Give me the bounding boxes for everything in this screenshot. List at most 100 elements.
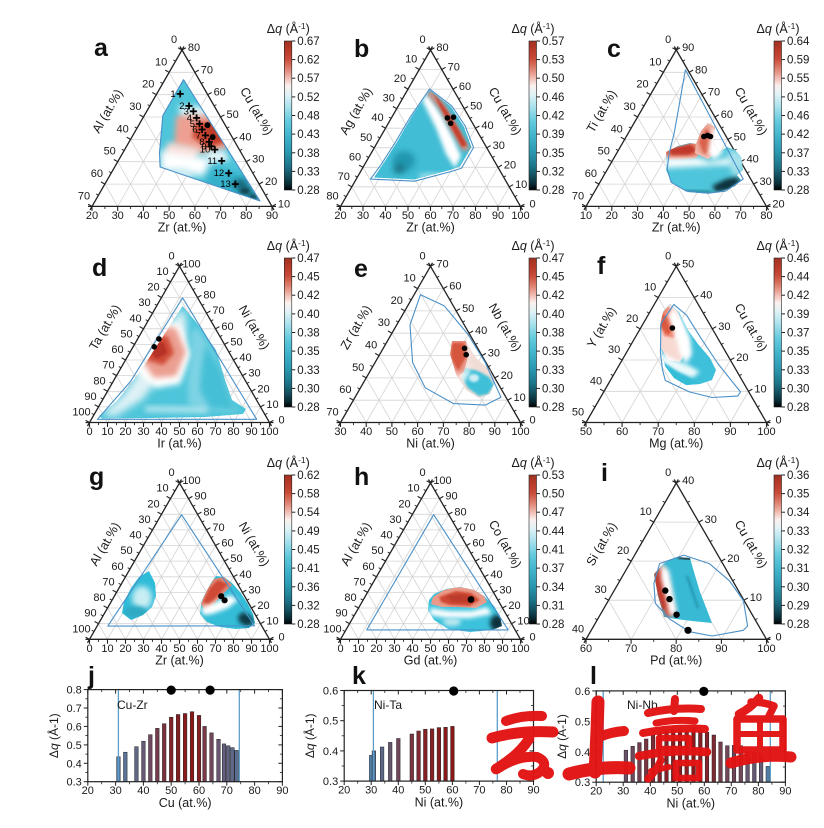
svg-text:40: 40 bbox=[481, 120, 493, 132]
svg-text:80: 80 bbox=[203, 506, 215, 518]
svg-text:60: 60 bbox=[616, 426, 628, 438]
svg-text:0.4: 0.4 bbox=[67, 758, 82, 770]
svg-text:40: 40 bbox=[379, 210, 391, 222]
svg-text:0.3: 0.3 bbox=[323, 776, 338, 788]
svg-text:10: 10 bbox=[580, 210, 592, 222]
svg-text:0.42: 0.42 bbox=[542, 111, 564, 123]
svg-text:80: 80 bbox=[326, 190, 338, 202]
svg-text:0.46: 0.46 bbox=[787, 253, 809, 265]
svg-text:40: 40 bbox=[611, 123, 623, 135]
svg-text:20: 20 bbox=[394, 73, 406, 85]
svg-text:90: 90 bbox=[496, 643, 508, 655]
svg-text:0.32: 0.32 bbox=[297, 600, 319, 612]
svg-text:70: 70 bbox=[447, 210, 459, 222]
svg-text:0.54: 0.54 bbox=[297, 507, 320, 519]
svg-text:40: 40 bbox=[360, 426, 372, 438]
svg-text:40: 40 bbox=[644, 786, 656, 798]
svg-text:70: 70 bbox=[102, 360, 114, 372]
svg-text:0: 0 bbox=[168, 467, 174, 479]
svg-text:30: 30 bbox=[109, 785, 121, 797]
svg-text:0.40: 0.40 bbox=[297, 309, 319, 321]
svg-text:0.45: 0.45 bbox=[297, 545, 319, 557]
svg-text:30: 30 bbox=[129, 101, 141, 113]
svg-text:0.28: 0.28 bbox=[542, 619, 564, 631]
svg-text:50: 50 bbox=[120, 328, 132, 340]
svg-text:30: 30 bbox=[252, 154, 264, 166]
svg-text:0.64: 0.64 bbox=[787, 36, 810, 48]
svg-text:30: 30 bbox=[378, 317, 390, 329]
svg-text:70: 70 bbox=[212, 522, 224, 534]
svg-text:10: 10 bbox=[403, 273, 415, 285]
svg-text:0.33: 0.33 bbox=[787, 526, 809, 538]
svg-text:10: 10 bbox=[644, 282, 656, 294]
svg-text:100: 100 bbox=[72, 407, 90, 419]
svg-text:0.37: 0.37 bbox=[542, 563, 564, 575]
svg-text:70: 70 bbox=[209, 426, 221, 438]
svg-text:10: 10 bbox=[101, 643, 113, 655]
svg-text:b: b bbox=[354, 35, 369, 63]
svg-text:70: 70 bbox=[448, 62, 460, 74]
svg-text:20: 20 bbox=[391, 295, 403, 307]
svg-text:0.34: 0.34 bbox=[542, 582, 565, 594]
svg-text:0.34: 0.34 bbox=[787, 507, 810, 519]
svg-text:30: 30 bbox=[631, 210, 643, 222]
svg-text:10: 10 bbox=[266, 399, 278, 411]
svg-text:90: 90 bbox=[84, 391, 96, 403]
svg-text:0.33: 0.33 bbox=[297, 365, 319, 377]
svg-text:0.45: 0.45 bbox=[542, 272, 564, 284]
svg-text:0.49: 0.49 bbox=[297, 526, 319, 538]
svg-text:30: 30 bbox=[493, 140, 505, 152]
svg-text:0: 0 bbox=[337, 643, 343, 655]
svg-text:20: 20 bbox=[142, 79, 154, 91]
svg-text:0.35: 0.35 bbox=[542, 148, 564, 160]
svg-text:g: g bbox=[89, 463, 104, 491]
svg-text:70: 70 bbox=[436, 258, 448, 270]
svg-text:11: 11 bbox=[207, 156, 217, 167]
svg-text:0.28: 0.28 bbox=[297, 402, 319, 414]
svg-text:10: 10 bbox=[517, 616, 529, 628]
svg-text:10: 10 bbox=[156, 483, 168, 495]
svg-text:90: 90 bbox=[245, 426, 257, 438]
svg-text:20: 20 bbox=[86, 210, 98, 222]
svg-text:50: 50 bbox=[734, 131, 746, 143]
svg-text:0.62: 0.62 bbox=[297, 470, 319, 482]
svg-text:Ir (at.%): Ir (at.%) bbox=[157, 437, 201, 451]
svg-text:90: 90 bbox=[445, 491, 457, 503]
svg-text:70: 70 bbox=[201, 64, 213, 76]
svg-text:30: 30 bbox=[488, 348, 500, 360]
svg-text:70: 70 bbox=[437, 426, 449, 438]
svg-text:0.44: 0.44 bbox=[542, 526, 565, 538]
svg-text:0.62: 0.62 bbox=[297, 55, 319, 67]
svg-text:30: 30 bbox=[138, 297, 150, 309]
svg-text:50: 50 bbox=[402, 210, 414, 222]
svg-text:13: 13 bbox=[220, 179, 231, 190]
svg-text:Pd (at.%): Pd (at.%) bbox=[650, 653, 702, 667]
svg-text:40: 40 bbox=[657, 210, 669, 222]
svg-text:0.44: 0.44 bbox=[787, 272, 810, 284]
svg-text:50: 50 bbox=[360, 132, 372, 144]
svg-text:Zr (at.%): Zr (at.%) bbox=[155, 653, 204, 667]
svg-text:40: 40 bbox=[590, 375, 602, 387]
svg-text:10: 10 bbox=[754, 383, 766, 395]
svg-text:0: 0 bbox=[419, 250, 425, 262]
svg-text:70: 70 bbox=[735, 210, 747, 222]
svg-text:0.42: 0.42 bbox=[297, 290, 319, 302]
svg-text:50: 50 bbox=[104, 146, 116, 158]
svg-text:20: 20 bbox=[501, 370, 513, 382]
svg-text:30: 30 bbox=[137, 426, 149, 438]
svg-text:70: 70 bbox=[708, 87, 720, 99]
svg-text:100: 100 bbox=[182, 258, 200, 270]
svg-text:0.58: 0.58 bbox=[297, 489, 319, 501]
svg-text:0.52: 0.52 bbox=[297, 92, 319, 104]
svg-text:Cu (at.%): Cu (at.%) bbox=[159, 796, 212, 810]
svg-text:Zr (at.%): Zr (at.%) bbox=[406, 220, 455, 234]
svg-text:2: 2 bbox=[179, 101, 184, 112]
svg-text:70: 70 bbox=[212, 305, 224, 317]
svg-text:0.39: 0.39 bbox=[542, 129, 564, 141]
svg-text:k: k bbox=[352, 662, 366, 690]
svg-text:70: 70 bbox=[572, 190, 584, 202]
svg-text:80: 80 bbox=[670, 643, 682, 655]
svg-text:50: 50 bbox=[226, 109, 238, 121]
svg-text:0.53: 0.53 bbox=[542, 55, 564, 67]
svg-text:7: 7 bbox=[196, 130, 201, 141]
